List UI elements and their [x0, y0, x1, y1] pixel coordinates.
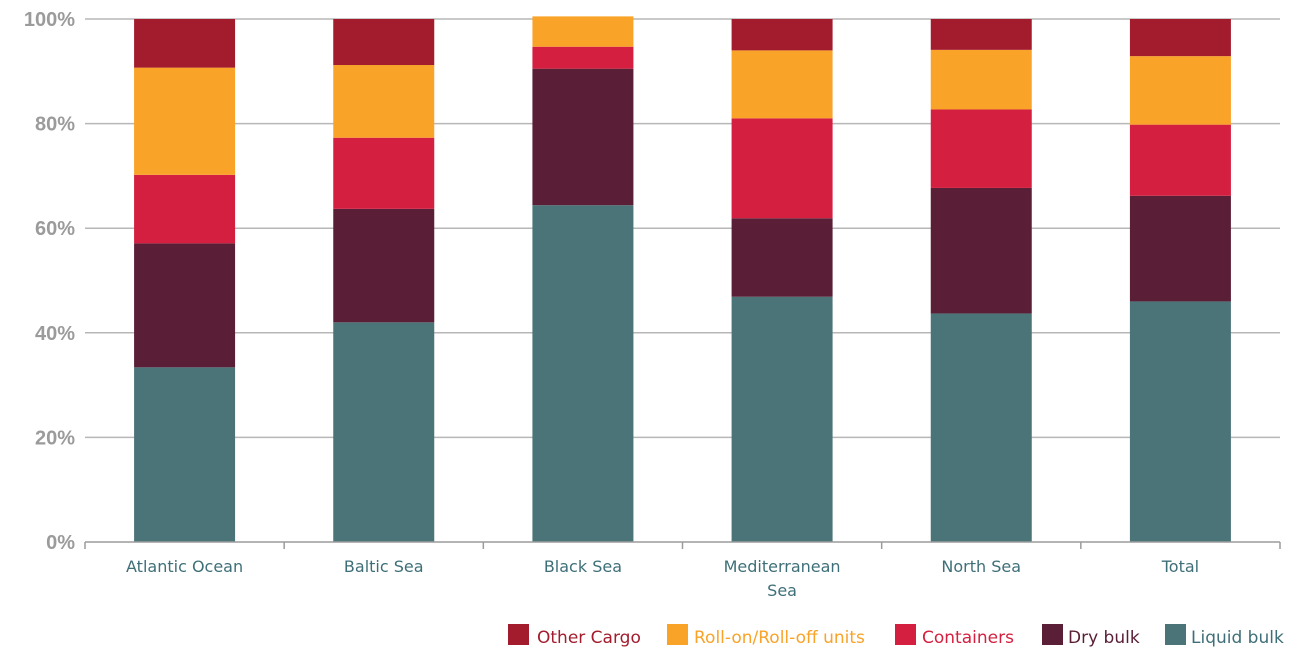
bar-segment-dry-bulk: [930, 187, 1032, 314]
x-tick-label: Atlantic Ocean: [126, 557, 243, 576]
legend-swatch: [1165, 624, 1186, 645]
bar-segment-dry-bulk: [134, 243, 236, 368]
bar-segment-roll-on-roll-off-units: [333, 65, 435, 138]
legend: Other Cargo Roll-on/Roll-off units Contain…: [508, 624, 1284, 648]
bar-segment-liquid-bulk: [532, 205, 634, 543]
legend-label: Dry bulk: [1068, 628, 1140, 648]
bar-segment-roll-on-roll-off-units: [731, 50, 833, 119]
bar-segment-containers: [333, 137, 435, 209]
bar-segment-containers: [731, 118, 833, 219]
legend-swatch: [508, 624, 529, 645]
bar-segment-other-cargo: [930, 19, 1032, 50]
x-tick-label: Baltic Sea: [344, 557, 424, 576]
bar-stack-total: [1129, 19, 1231, 542]
bar-segment-containers: [134, 174, 236, 244]
legend-item-dry-bulk: Dry bulk: [1042, 624, 1140, 648]
bar-stack-mediterranean-sea: [731, 19, 833, 542]
bar-stack-north-sea: [930, 19, 1032, 542]
bar-segment-other-cargo: [731, 19, 833, 51]
bar-segment-dry-bulk: [1129, 195, 1231, 302]
bar-segment-roll-on-roll-off-units: [1129, 56, 1231, 125]
bar-stack-atlantic-ocean: [134, 19, 236, 542]
y-tick-label: 20%: [35, 427, 75, 449]
legend-swatch: [1042, 624, 1063, 645]
bar-segment-dry-bulk: [532, 68, 634, 206]
legend-swatch: [895, 624, 916, 645]
bar-segment-dry-bulk: [731, 218, 833, 297]
x-tick-label: Mediterranean Sea: [724, 557, 841, 600]
bar-segment-containers: [1129, 124, 1231, 196]
legend-swatch: [667, 624, 688, 645]
bar-stack-baltic-sea: [333, 19, 435, 542]
legend-label: Liquid bulk: [1191, 628, 1284, 648]
bar-segment-liquid-bulk: [134, 367, 236, 542]
bar-segment-liquid-bulk: [930, 313, 1032, 542]
legend-item-roll-on-roll-off-units: Roll-on/Roll-off units: [667, 624, 865, 648]
legend-item-containers: Containers: [895, 624, 1014, 648]
bar-stack-black-sea: [532, 16, 634, 543]
bar-segment-containers: [532, 46, 634, 69]
y-axis: 0% 20% 40% 60% 80% 100%: [24, 9, 75, 554]
y-tick-label: 60%: [35, 218, 75, 240]
legend-item-liquid-bulk: Liquid bulk: [1165, 624, 1284, 648]
bar-segment-roll-on-roll-off-units: [930, 49, 1032, 110]
bar-segment-liquid-bulk: [333, 322, 435, 542]
x-tick-label: Total: [1161, 557, 1199, 576]
y-tick-label: 100%: [24, 9, 75, 31]
bar-segment-liquid-bulk: [1129, 301, 1231, 542]
legend-label: Containers: [922, 628, 1014, 648]
bar-segment-roll-on-roll-off-units: [532, 16, 634, 47]
bar-segment-containers: [930, 109, 1032, 188]
bar-segment-liquid-bulk: [731, 296, 833, 542]
bar-segment-other-cargo: [333, 19, 435, 66]
y-tick-label: 0%: [46, 532, 75, 554]
y-tick-label: 40%: [35, 323, 75, 345]
grid-lines: [85, 18, 1280, 439]
x-tick-label: Black Sea: [544, 557, 622, 576]
x-axis: Atlantic Ocean Baltic Sea Black Sea Mediter…: [84, 541, 1281, 600]
bar-segment-other-cargo: [1129, 19, 1231, 57]
legend-item-other-cargo: Other Cargo: [508, 624, 641, 648]
bars: [134, 16, 1231, 543]
bar-segment-roll-on-roll-off-units: [134, 67, 236, 175]
legend-label: Roll-on/Roll-off units: [694, 628, 865, 648]
y-tick-label: 80%: [35, 114, 75, 136]
x-tick-label: North Sea: [941, 557, 1021, 576]
bar-segment-other-cargo: [134, 19, 236, 68]
bar-segment-dry-bulk: [333, 208, 435, 323]
legend-label: Other Cargo: [537, 628, 641, 648]
